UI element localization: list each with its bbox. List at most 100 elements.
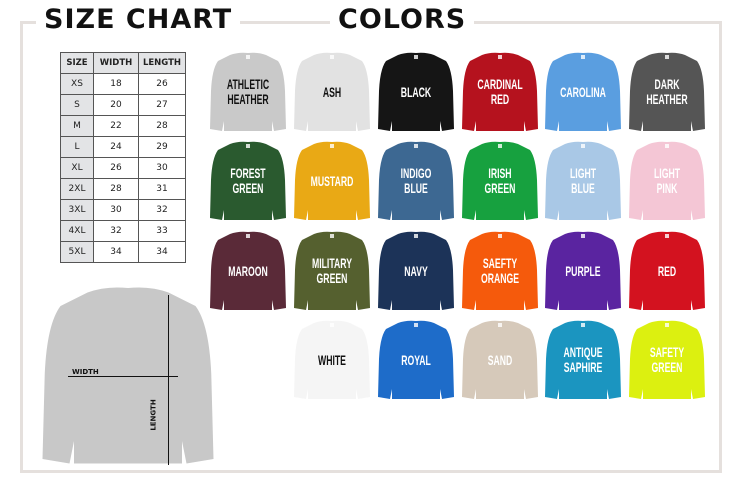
color-name: FOREST GREEN — [230, 165, 266, 196]
color-name: PURPLE — [565, 262, 601, 279]
length-line — [168, 295, 169, 465]
cell-length: 32 — [138, 199, 186, 221]
table-row: 5XL 34 34 — [60, 241, 186, 263]
sweatshirt-icon — [294, 52, 370, 131]
sweatshirt-icon — [545, 231, 621, 310]
color-name: ASH — [322, 83, 342, 100]
cell-width: 18 — [93, 73, 139, 95]
cell-size: XS — [60, 73, 94, 95]
length-label: LENGTH — [149, 399, 158, 431]
cell-width: 34 — [93, 241, 139, 263]
color-swatch: ASH — [292, 51, 372, 135]
cell-size: 2XL — [60, 178, 94, 200]
table-row: 2XL 28 31 — [60, 178, 186, 200]
color-name: RED — [657, 262, 677, 279]
table-row: S 20 27 — [60, 94, 186, 116]
color-name: ANTIQUE SAPHIRE — [563, 344, 603, 375]
color-name: IRISH GREEN — [484, 165, 516, 196]
color-swatch: SAFETY GREEN — [627, 319, 707, 403]
table-row: 3XL 30 32 — [60, 199, 186, 221]
color-swatch: DARK HEATHER — [627, 51, 707, 135]
color-name: MUSTARD — [310, 172, 354, 189]
sweatshirt-icon — [629, 320, 705, 399]
color-name: MILITARY GREEN — [311, 255, 353, 286]
size-diagram-sweatshirt: WIDTH LENGTH — [38, 283, 218, 477]
color-name: SAEFTY ORANGE — [480, 255, 520, 286]
cell-length: 27 — [138, 94, 186, 116]
color-swatch: MILITARY GREEN — [292, 230, 372, 314]
cell-width: 32 — [93, 220, 139, 242]
cell-length: 33 — [138, 220, 186, 242]
table-row: L 24 29 — [60, 136, 186, 158]
cell-size: 5XL — [60, 241, 94, 263]
sweatshirt-icon — [462, 141, 538, 220]
cell-width: 22 — [93, 115, 139, 137]
cell-width: 26 — [93, 157, 139, 179]
sweatshirt-icon — [462, 231, 538, 310]
color-name: SAFETY GREEN — [649, 344, 685, 375]
color-swatch: SAEFTY ORANGE — [460, 230, 540, 314]
width-label: WIDTH — [72, 368, 99, 376]
color-name: MAROON — [228, 262, 268, 279]
width-line — [68, 376, 178, 377]
cell-length: 34 — [138, 241, 186, 263]
sweatshirt-icon — [210, 52, 286, 131]
color-swatch: INDIGO BLUE — [376, 140, 456, 224]
header-size: SIZE — [60, 52, 94, 74]
color-swatch: SAND — [460, 319, 540, 403]
color-swatch: WHITE — [292, 319, 372, 403]
cell-length: 30 — [138, 157, 186, 179]
sweatshirt-icon — [545, 320, 621, 399]
color-name: ROYAL — [401, 351, 431, 368]
color-name: NAVY — [404, 262, 428, 279]
cell-size: M — [60, 115, 94, 137]
color-name: ATHLETIC HEATHER — [226, 76, 270, 107]
color-name: LIGHT BLUE — [569, 165, 597, 196]
color-name: WHITE — [318, 351, 346, 368]
sweatshirt-icon — [462, 320, 538, 399]
sweatshirt-icon — [629, 52, 705, 131]
cell-width: 24 — [93, 136, 139, 158]
color-swatch: ROYAL — [376, 319, 456, 403]
sweatshirt-icon — [294, 231, 370, 310]
table-row: M 22 28 — [60, 115, 186, 137]
color-name: BLACK — [400, 83, 432, 100]
sweatshirt-icon — [545, 141, 621, 220]
cell-length: 26 — [138, 73, 186, 95]
cell-length: 29 — [138, 136, 186, 158]
color-swatch: RED — [627, 230, 707, 314]
color-swatch: CAROLINA — [543, 51, 623, 135]
cell-size: 3XL — [60, 199, 94, 221]
sweatshirt-icon — [629, 231, 705, 310]
size-table: SIZE WIDTH LENGTH XS 18 26 S 20 27 M 22 28 L 24 29 X… — [60, 52, 186, 263]
color-swatch: ANTIQUE SAPHIRE — [543, 319, 623, 403]
color-name: SAND — [487, 351, 513, 368]
size-chart-title: SIZE CHART — [36, 4, 241, 35]
sweatshirt-icon — [378, 231, 454, 310]
table-row: XL 26 30 — [60, 157, 186, 179]
sweatshirt-icon — [42, 287, 214, 464]
header-width: WIDTH — [93, 52, 139, 74]
color-swatch: MUSTARD — [292, 140, 372, 224]
color-name: INDIGO BLUE — [400, 165, 432, 196]
color-swatch: BLACK — [376, 51, 456, 135]
color-swatch: ATHLETIC HEATHER — [208, 51, 288, 135]
color-swatch: LIGHT PINK — [627, 140, 707, 224]
sweatshirt-icon — [294, 320, 370, 399]
color-name: CARDINAL RED — [477, 76, 523, 107]
sweatshirt-icon — [462, 52, 538, 131]
color-swatch: CARDINAL RED — [460, 51, 540, 135]
table-row: XS 18 26 — [60, 73, 186, 95]
color-name: CAROLINA — [560, 83, 606, 100]
color-swatch: MAROON — [208, 230, 288, 314]
color-name: LIGHT PINK — [653, 165, 681, 196]
header-length: LENGTH — [138, 52, 186, 74]
sweatshirt-icon — [378, 141, 454, 220]
sweatshirt-icon — [210, 141, 286, 220]
table-row: 4XL 32 33 — [60, 220, 186, 242]
cell-size: L — [60, 136, 94, 158]
cell-width: 20 — [93, 94, 139, 116]
cell-size: XL — [60, 157, 94, 179]
cell-width: 28 — [93, 178, 139, 200]
sweatshirt-icon — [210, 231, 286, 310]
